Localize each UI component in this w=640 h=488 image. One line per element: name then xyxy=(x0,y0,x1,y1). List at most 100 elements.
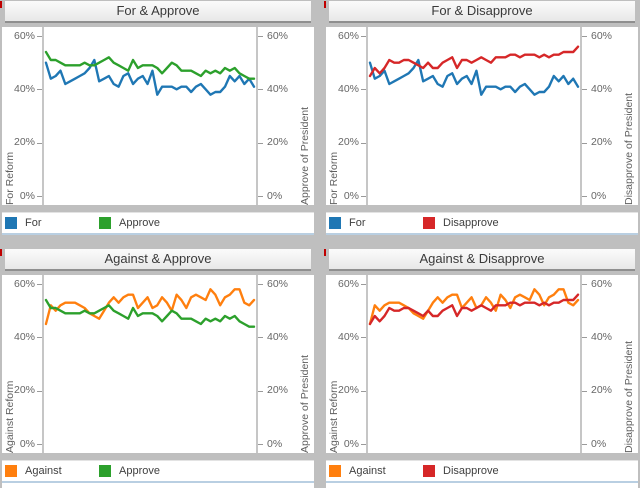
chart-title: For & Approve xyxy=(5,1,311,23)
legend-item[interactable]: Against xyxy=(329,461,386,481)
legend-label: Approve xyxy=(119,217,160,229)
line-chart-svg xyxy=(44,50,256,96)
line-chart-svg xyxy=(368,288,580,326)
y-tick-label: 0% xyxy=(591,437,607,450)
legend-item[interactable]: Approve xyxy=(99,461,160,481)
legend: Against Disapprove xyxy=(326,460,638,483)
y-tick-mark xyxy=(37,196,42,197)
y-tick-mark xyxy=(258,196,263,197)
legend-swatch xyxy=(99,217,111,229)
right-axis-label: Approve of President xyxy=(299,106,311,205)
y-tick-label: 40% xyxy=(591,82,613,95)
y-tick-mark xyxy=(582,390,587,392)
chart-panel-against-approve: Against & Approve Against Reform 60% 40% 2… xyxy=(0,248,316,488)
legend-swatch xyxy=(423,465,435,477)
legend-item[interactable]: Disapprove xyxy=(423,213,499,233)
y-tick-label: 60% xyxy=(267,277,289,290)
y-tick-label: 0% xyxy=(19,189,35,202)
y-tick-mark xyxy=(258,36,263,37)
legend-swatch xyxy=(5,465,17,477)
y-tick-label: 60% xyxy=(13,277,35,290)
series-line-for[interactable] xyxy=(44,58,256,96)
right-axis: Disapprove of President 60% 40% 20% 0% xyxy=(582,27,638,205)
y-tick-mark xyxy=(258,89,263,91)
y-tick-mark xyxy=(361,284,366,285)
legend-swatch xyxy=(329,465,341,477)
y-tick-mark xyxy=(582,196,587,197)
y-tick-mark xyxy=(37,142,42,144)
y-tick-label: 60% xyxy=(267,29,289,42)
plot-area[interactable] xyxy=(366,27,582,205)
series-line-for[interactable] xyxy=(368,58,580,96)
chart-panel-for-disapprove: For & Disapprove For Reform 60% 40% 20% 0% … xyxy=(324,0,640,240)
y-tick-label: 20% xyxy=(591,136,613,149)
y-tick-mark xyxy=(37,284,42,285)
line-chart-svg xyxy=(368,45,580,96)
chart-area: For Reform 60% 40% 20% 0% Disapprove of Pre… xyxy=(326,27,638,205)
y-tick-mark xyxy=(361,36,366,37)
y-tick-label: 40% xyxy=(337,82,359,95)
y-tick-label: 20% xyxy=(13,384,35,397)
y-tick-mark xyxy=(361,142,366,144)
y-tick-mark xyxy=(258,390,263,392)
y-tick-label: 0% xyxy=(267,437,283,450)
series-line-approve[interactable] xyxy=(44,50,256,80)
red-corner-artifact xyxy=(324,249,326,256)
y-tick-label: 0% xyxy=(343,189,359,202)
series-line-against[interactable] xyxy=(44,288,256,326)
legend-item[interactable]: For xyxy=(329,213,366,233)
series-line-disapprove[interactable] xyxy=(368,45,580,78)
y-tick-mark xyxy=(361,337,366,339)
panel-footer xyxy=(2,483,314,488)
series-line-disapprove[interactable] xyxy=(368,293,580,326)
y-tick-mark xyxy=(37,89,42,91)
left-axis: Against Reform 60% 40% 20% 0% xyxy=(2,275,42,453)
red-corner-artifact xyxy=(0,249,2,256)
y-tick-mark xyxy=(37,444,42,445)
red-corner-artifact xyxy=(0,1,2,8)
right-axis: Disapprove of President 60% 40% 20% 0% xyxy=(582,275,638,453)
left-axis: Against Reform 60% 40% 20% 0% xyxy=(326,275,366,453)
series-line-approve[interactable] xyxy=(44,298,256,328)
legend-item[interactable]: Approve xyxy=(99,213,160,233)
y-tick-mark xyxy=(258,444,263,445)
legend-swatch xyxy=(329,217,341,229)
y-tick-mark xyxy=(361,196,366,197)
chart-title: For & Disapprove xyxy=(329,1,635,23)
left-axis-label: Against Reform xyxy=(328,380,340,453)
left-axis-label: For Reform xyxy=(328,151,340,205)
y-tick-mark xyxy=(582,284,587,285)
series-line-against[interactable] xyxy=(368,288,580,326)
y-tick-label: 20% xyxy=(267,384,289,397)
right-axis: Approve of President 60% 40% 20% 0% xyxy=(258,275,314,453)
chart-area: Against Reform 60% 40% 20% 0% Approve of Pr… xyxy=(2,275,314,453)
plot-area[interactable] xyxy=(42,27,258,205)
y-tick-label: 20% xyxy=(591,384,613,397)
legend-swatch xyxy=(99,465,111,477)
legend-item[interactable]: Against xyxy=(5,461,62,481)
legend-label: Disapprove xyxy=(443,217,499,229)
plot-area[interactable] xyxy=(366,275,582,453)
legend-item[interactable]: Disapprove xyxy=(423,461,499,481)
y-tick-mark xyxy=(582,36,587,37)
right-axis-label: Approve of President xyxy=(299,354,311,453)
y-tick-label: 0% xyxy=(19,437,35,450)
y-tick-label: 20% xyxy=(267,136,289,149)
chart-panel-against-disapprove: Against & Disapprove Against Reform 60% 4… xyxy=(324,248,640,488)
y-tick-mark xyxy=(258,337,263,339)
y-tick-label: 40% xyxy=(337,330,359,343)
left-axis: For Reform 60% 40% 20% 0% xyxy=(2,27,42,205)
chart-title: Against & Approve xyxy=(5,249,311,271)
panel-footer xyxy=(326,235,638,240)
y-tick-mark xyxy=(361,390,366,392)
y-tick-label: 20% xyxy=(337,136,359,149)
legend: For Disapprove xyxy=(326,212,638,235)
legend: Against Approve xyxy=(2,460,314,483)
legend-label: Against xyxy=(25,465,62,477)
y-tick-label: 40% xyxy=(591,330,613,343)
panel-footer xyxy=(326,483,638,488)
plot-area[interactable] xyxy=(42,275,258,453)
legend-item[interactable]: For xyxy=(5,213,42,233)
y-tick-label: 60% xyxy=(13,29,35,42)
